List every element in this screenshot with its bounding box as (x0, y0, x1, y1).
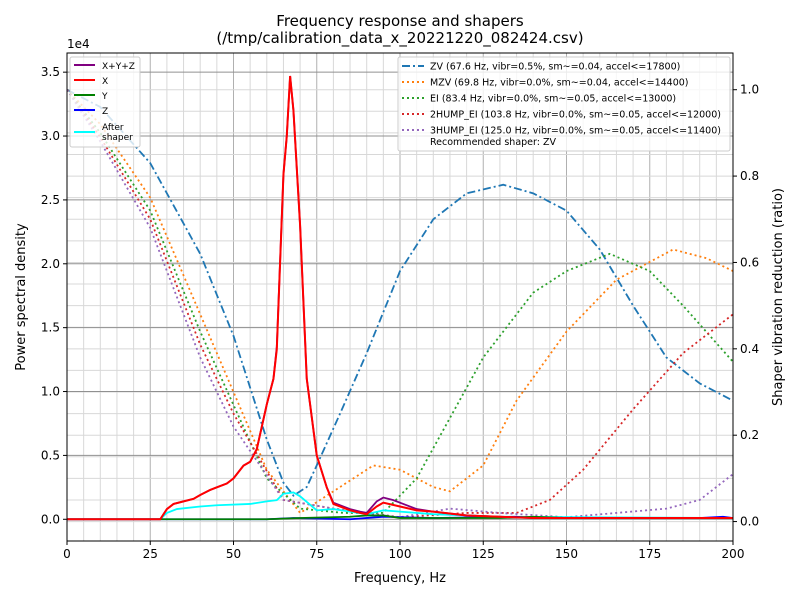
y2-axis-label: Shaper vibration reduction (ratio) (771, 188, 786, 406)
chart-title: Frequency response and shapers (276, 12, 524, 30)
shaper-line (67, 89, 733, 515)
y-axis-label: Power spectral density (14, 223, 29, 371)
legend-label: 3HUMP_EI (125.0 Hz, vibr=0.0%, sm~=0.05,… (430, 126, 721, 137)
x-tick-label: 100 (389, 547, 412, 561)
y-tick-label: 1.5 (41, 321, 60, 335)
x-tick-label: 75 (309, 547, 324, 561)
y2-tick-label: 0.2 (740, 428, 759, 442)
legend-label: 2HUMP_EI (103.8 Hz, vibr=0.0%, sm~=0.05,… (430, 110, 721, 121)
psd-line (67, 75, 733, 521)
legend-label: X+Y+Z (102, 62, 135, 72)
x-tick-label: 50 (226, 547, 241, 561)
legend-label: MZV (69.8 Hz, vibr=0.0%, sm~=0.04, accel… (430, 78, 689, 89)
legend-box (397, 56, 731, 152)
y-tick-label: 3.5 (41, 65, 60, 79)
x-tick-label: 175 (638, 547, 661, 561)
psd-line (67, 491, 733, 521)
y-tick-label: 3.0 (41, 129, 60, 143)
x-tick-label: 25 (143, 547, 158, 561)
y-tick-label: 2.5 (41, 193, 60, 207)
x-tick-label: 200 (722, 547, 745, 561)
legend-label: X (102, 77, 108, 87)
x-tick-label: 0 (63, 547, 71, 561)
y2-tick-label: 0.6 (740, 255, 759, 269)
legend-label: Y (101, 92, 108, 102)
shaper-line (67, 89, 733, 514)
y2-tick-label: 0.4 (740, 342, 759, 356)
legend-label: shaper (102, 133, 133, 143)
x-axis-label: Frequency, Hz (354, 571, 446, 586)
y-tick-label: 0.5 (41, 448, 60, 462)
y-axis-multiplier: 1e4 (67, 37, 90, 51)
chart-subtitle: (/tmp/calibration_data_x_20221220_082424… (216, 29, 583, 48)
y2-tick-label: 0.0 (740, 515, 759, 529)
grid (66, 53, 734, 541)
legend-label: EI (83.4 Hz, vibr=0.0%, sm~=0.05, accel<… (430, 94, 676, 105)
legend-label: After (102, 123, 124, 133)
recommended-shaper-label: Recommended shaper: ZV (430, 137, 556, 148)
shaper-line (67, 88, 733, 497)
x-tick-label: 125 (472, 547, 495, 561)
x-tick-label: 150 (555, 547, 578, 561)
y2-tick-label: 0.8 (740, 169, 759, 183)
y2-tick-label: 1.0 (740, 83, 759, 97)
axes: 0 25 50 75 100 125 150 175 200 0.0 0.5 1.0 1.5 2.0 2.5… (41, 52, 759, 561)
y-tick-label: 1.0 (41, 385, 60, 399)
legend-label: Z (102, 107, 108, 117)
y-tick-label: 0.0 (41, 512, 60, 526)
legend-label: ZV (67.6 Hz, vibr=0.5%, sm~=0.04, accel<… (430, 62, 680, 73)
shaper-legend: ZV (67.6 Hz, vibr=0.5%, sm~=0.04, accel<… (397, 56, 731, 152)
y-tick-label: 2.0 (41, 257, 60, 271)
